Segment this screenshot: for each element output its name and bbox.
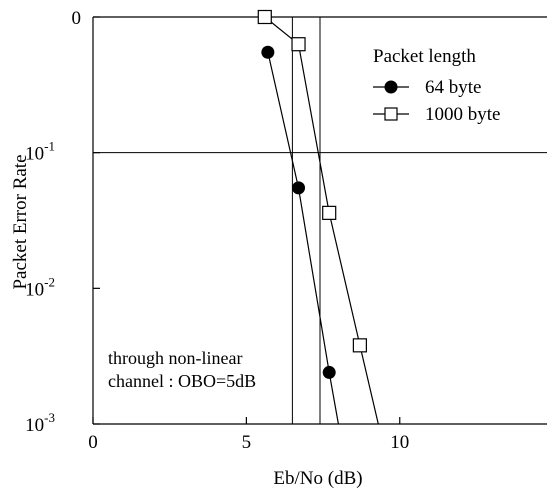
y-tick-label-0: 0 (72, 8, 82, 29)
annotation-line-2: channel : OBO=5dB (108, 371, 256, 391)
legend-entry-1000-byte: 1000 byte (373, 104, 500, 125)
x-tick-label-0: 0 (88, 432, 98, 453)
y-tick-label-3: 10-3 (25, 410, 55, 436)
y-tick-label-2: 10-2 (25, 274, 55, 300)
legend-label-64-byte: 64 byte (425, 77, 481, 98)
legend-label-1000-byte: 1000 byte (425, 104, 500, 125)
y-tick-label-1: 10-1 (25, 139, 55, 165)
data-point-1000-byte-3 (352, 338, 367, 353)
legend-marker-64-byte (384, 80, 398, 94)
data-point-64-byte-0 (261, 45, 275, 59)
axis-ticks: 0 5 10 0 10-1 10-2 10-3 (25, 8, 409, 453)
data-point-64-byte-1 (292, 181, 306, 195)
data-point-1000-byte-1 (291, 37, 306, 52)
x-tick-label-1: 5 (242, 432, 252, 453)
series-line-1000-byte (264, 16, 379, 425)
data-point-1000-byte-0 (257, 9, 272, 25)
x-tick-label-2: 10 (390, 432, 409, 453)
annotation-line-1: through non-linear (108, 348, 242, 368)
series-line-64-byte (267, 52, 339, 425)
y-axis-title: Packet Error Rate (10, 154, 31, 289)
data-point-1000-byte-2 (322, 205, 337, 220)
legend-entry-64-byte: 64 byte (373, 77, 481, 98)
legend-title: Packet length (373, 46, 476, 67)
data-point-64-byte-2 (322, 365, 336, 379)
channel-annotation: through non-linear channel : OBO=5dB (108, 348, 256, 391)
x-axis-title: Eb/No (dB) (273, 468, 362, 489)
legend-marker-1000-byte (384, 107, 398, 121)
data-series (257, 9, 379, 425)
legend: Packet length 64 byte 1000 byte (373, 46, 500, 125)
reference-lines (93, 17, 547, 424)
